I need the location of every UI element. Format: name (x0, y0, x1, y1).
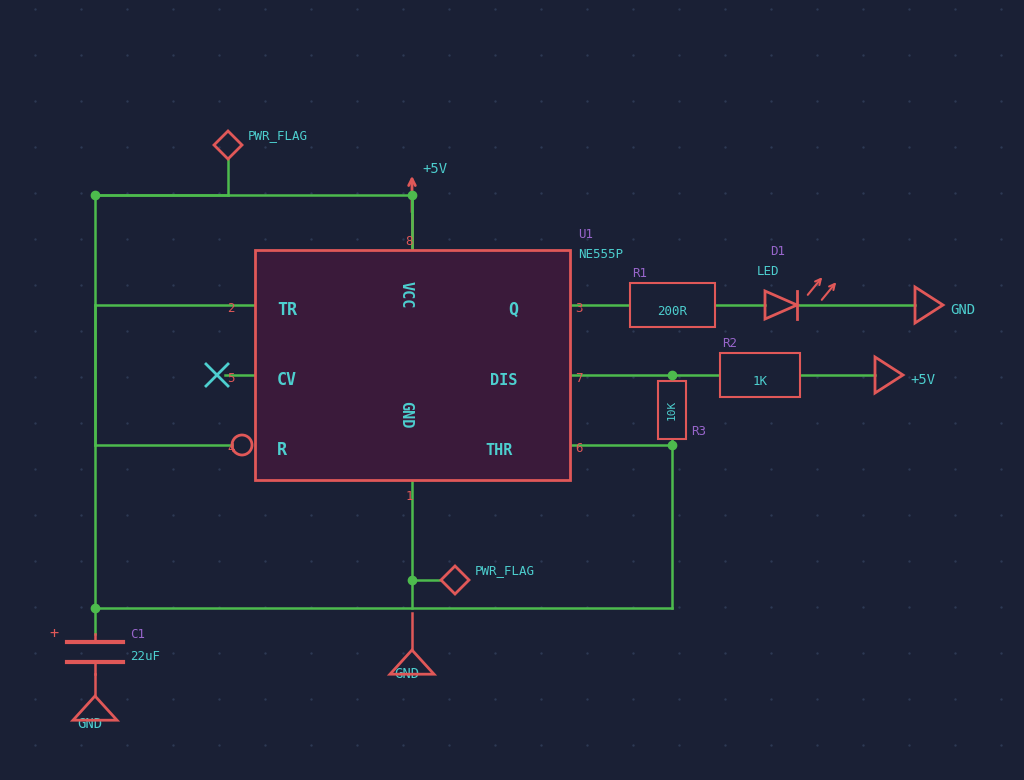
Text: NE555P: NE555P (578, 248, 623, 261)
Text: R2: R2 (722, 337, 737, 350)
Bar (658, 381, 686, 439)
Text: GND: GND (394, 667, 419, 681)
Text: 1K: 1K (753, 375, 768, 388)
Bar (255, 250, 570, 480)
Text: GND: GND (950, 303, 975, 317)
Text: 1: 1 (406, 490, 413, 503)
Text: PWR_FLAG: PWR_FLAG (248, 129, 308, 142)
Text: R: R (278, 441, 287, 459)
Text: +5V: +5V (422, 162, 447, 176)
Text: 4: 4 (227, 442, 234, 455)
Text: 8: 8 (406, 235, 413, 248)
Bar (720, 353, 800, 397)
Text: 7: 7 (575, 372, 583, 385)
Text: 22uF: 22uF (130, 650, 160, 663)
Text: U1: U1 (578, 228, 593, 241)
Text: 6: 6 (575, 442, 583, 455)
Text: 5: 5 (227, 372, 234, 385)
Text: VCC: VCC (398, 281, 414, 308)
Text: +5V: +5V (910, 373, 935, 387)
Text: 200R: 200R (657, 305, 687, 318)
Text: +: + (49, 626, 58, 641)
Text: 2: 2 (227, 302, 234, 315)
Text: 3: 3 (575, 302, 583, 315)
Text: 10K: 10K (667, 400, 677, 420)
Text: Q: Q (508, 301, 518, 319)
Text: LED: LED (757, 265, 779, 278)
Text: C1: C1 (130, 628, 145, 641)
Text: R3: R3 (691, 425, 706, 438)
Text: GND: GND (398, 401, 414, 428)
Text: DIS: DIS (490, 373, 517, 388)
Text: TR: TR (278, 301, 297, 319)
Text: PWR_FLAG: PWR_FLAG (475, 564, 535, 577)
Text: CV: CV (278, 371, 297, 389)
Text: THR: THR (485, 443, 512, 458)
Text: GND: GND (77, 717, 102, 731)
Text: D1: D1 (770, 245, 785, 258)
Text: R1: R1 (632, 267, 647, 280)
Bar (630, 283, 715, 327)
